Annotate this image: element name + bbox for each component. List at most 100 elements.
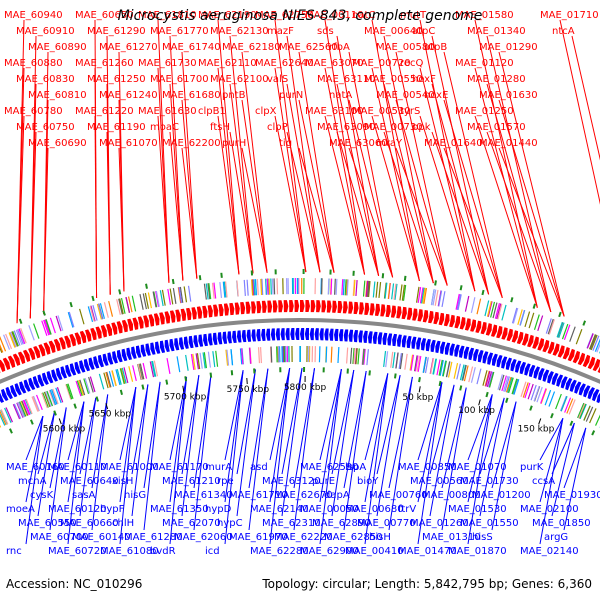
function-class-mark — [207, 283, 211, 300]
function-class-mark — [15, 329, 23, 346]
gene-label: MAE_01120 — [455, 58, 514, 69]
function-class-mark — [19, 401, 27, 417]
forward-gene-arrow — [572, 350, 581, 364]
forward-gene-arrow — [459, 317, 466, 330]
gene-label: MAE_60830 — [16, 74, 75, 85]
gene-label: MAE_61190 — [87, 122, 146, 133]
tick-mark — [538, 418, 542, 425]
reverse-gene-arrow — [430, 339, 436, 353]
function-class-mark — [5, 333, 13, 350]
gene-label: MAE_01570 — [467, 122, 526, 133]
rna-mark — [434, 280, 437, 286]
label-connector — [37, 411, 56, 475]
label-connector — [241, 99, 268, 273]
function-class-mark — [0, 343, 4, 353]
gene-label: mutT — [400, 10, 427, 21]
reverse-gene-arrow — [155, 341, 161, 354]
function-class-mark — [555, 393, 562, 410]
function-class-mark — [67, 312, 74, 328]
function-class-mark — [502, 375, 509, 392]
function-class-mark — [195, 353, 199, 370]
function-class-mark — [564, 397, 572, 413]
function-class-mark — [519, 309, 526, 326]
reverse-gene-arrow — [367, 331, 373, 344]
label-connector — [324, 19, 366, 275]
function-class-mark — [508, 377, 514, 394]
function-class-mark — [57, 315, 64, 331]
label-connector — [106, 131, 111, 295]
gene-label: MAE_01440 — [479, 138, 538, 149]
function-class-mark — [268, 278, 271, 295]
function-class-mark — [417, 287, 422, 304]
label-connector — [498, 99, 565, 317]
label-connector — [343, 371, 367, 531]
function-class-mark — [215, 350, 219, 367]
function-class-mark — [225, 349, 229, 366]
label-connector — [395, 147, 448, 286]
gene-label: MAE_62100 — [210, 74, 269, 85]
function-class-mark — [139, 363, 145, 380]
gene-label: MAE_61290 — [87, 26, 146, 37]
label-connector — [498, 51, 565, 317]
gene-label: MAE_63120 — [262, 476, 321, 487]
label-connector — [539, 418, 564, 545]
label-connector — [443, 51, 503, 298]
gene-label: MAE_61630 — [138, 106, 197, 117]
function-class-mark — [46, 390, 53, 407]
reverse-gene-arrow — [275, 328, 280, 341]
gene-label: MAE_01850 — [532, 518, 591, 529]
function-class-mark — [236, 280, 239, 297]
function-class-mark — [394, 283, 398, 300]
label-connector — [441, 387, 467, 531]
gene-label: MAE_01260 — [410, 518, 469, 529]
label-connector — [241, 51, 268, 273]
reverse-gene-arrow — [533, 366, 540, 379]
forward-gene-arrow — [396, 306, 402, 319]
rna-mark — [459, 385, 463, 391]
reverse-gene-arrow — [468, 347, 475, 361]
function-class-mark — [223, 281, 227, 298]
genome-backbone — [0, 318, 600, 384]
gene-label: MAE_60650 — [75, 10, 134, 21]
reverse-gene-arrow — [164, 339, 170, 353]
function-class-mark — [346, 347, 349, 364]
gene-label: bvdR — [150, 546, 176, 557]
label-connector — [181, 375, 200, 475]
function-class-mark — [456, 294, 461, 310]
label-connector — [441, 387, 467, 489]
reverse-gene-arrow — [188, 335, 194, 349]
function-class-mark — [132, 365, 137, 382]
reverse-gene-arrow — [583, 385, 591, 398]
function-class-mark — [190, 353, 195, 370]
function-class-mark — [0, 413, 6, 426]
forward-gene-arrow — [454, 315, 461, 329]
forward-gene-arrow — [95, 326, 102, 339]
gene-label: MAE_00110 — [305, 10, 364, 21]
reverse-gene-arrow — [435, 340, 441, 354]
reverse-gene-arrow — [32, 376, 40, 389]
reverse-gene-arrow — [304, 328, 310, 341]
function-class-mark — [445, 361, 451, 378]
tick-mark — [418, 386, 421, 393]
function-class-mark — [366, 349, 369, 366]
forward-gene-arrow — [202, 305, 208, 319]
function-class-mark — [579, 403, 587, 419]
label-connector — [443, 99, 503, 298]
function-class-mark — [92, 305, 98, 321]
forward-gene-arrow — [316, 300, 321, 313]
function-class-mark — [494, 303, 501, 319]
label-connector — [491, 401, 517, 489]
reverse-gene-arrow — [556, 374, 564, 387]
reverse-gene-arrow — [74, 361, 81, 375]
forward-gene-arrow — [353, 301, 359, 315]
rna-mark — [438, 380, 442, 387]
function-class-mark — [383, 282, 387, 299]
gene-label: MAE_61340 — [174, 490, 233, 501]
gene-label: ftrV — [398, 504, 416, 515]
function-class-mark — [357, 348, 360, 365]
label-connector — [94, 115, 98, 299]
label-connector — [431, 131, 490, 295]
function-class-mark — [144, 292, 150, 309]
label-connector — [67, 401, 85, 545]
label-connector — [324, 115, 366, 275]
